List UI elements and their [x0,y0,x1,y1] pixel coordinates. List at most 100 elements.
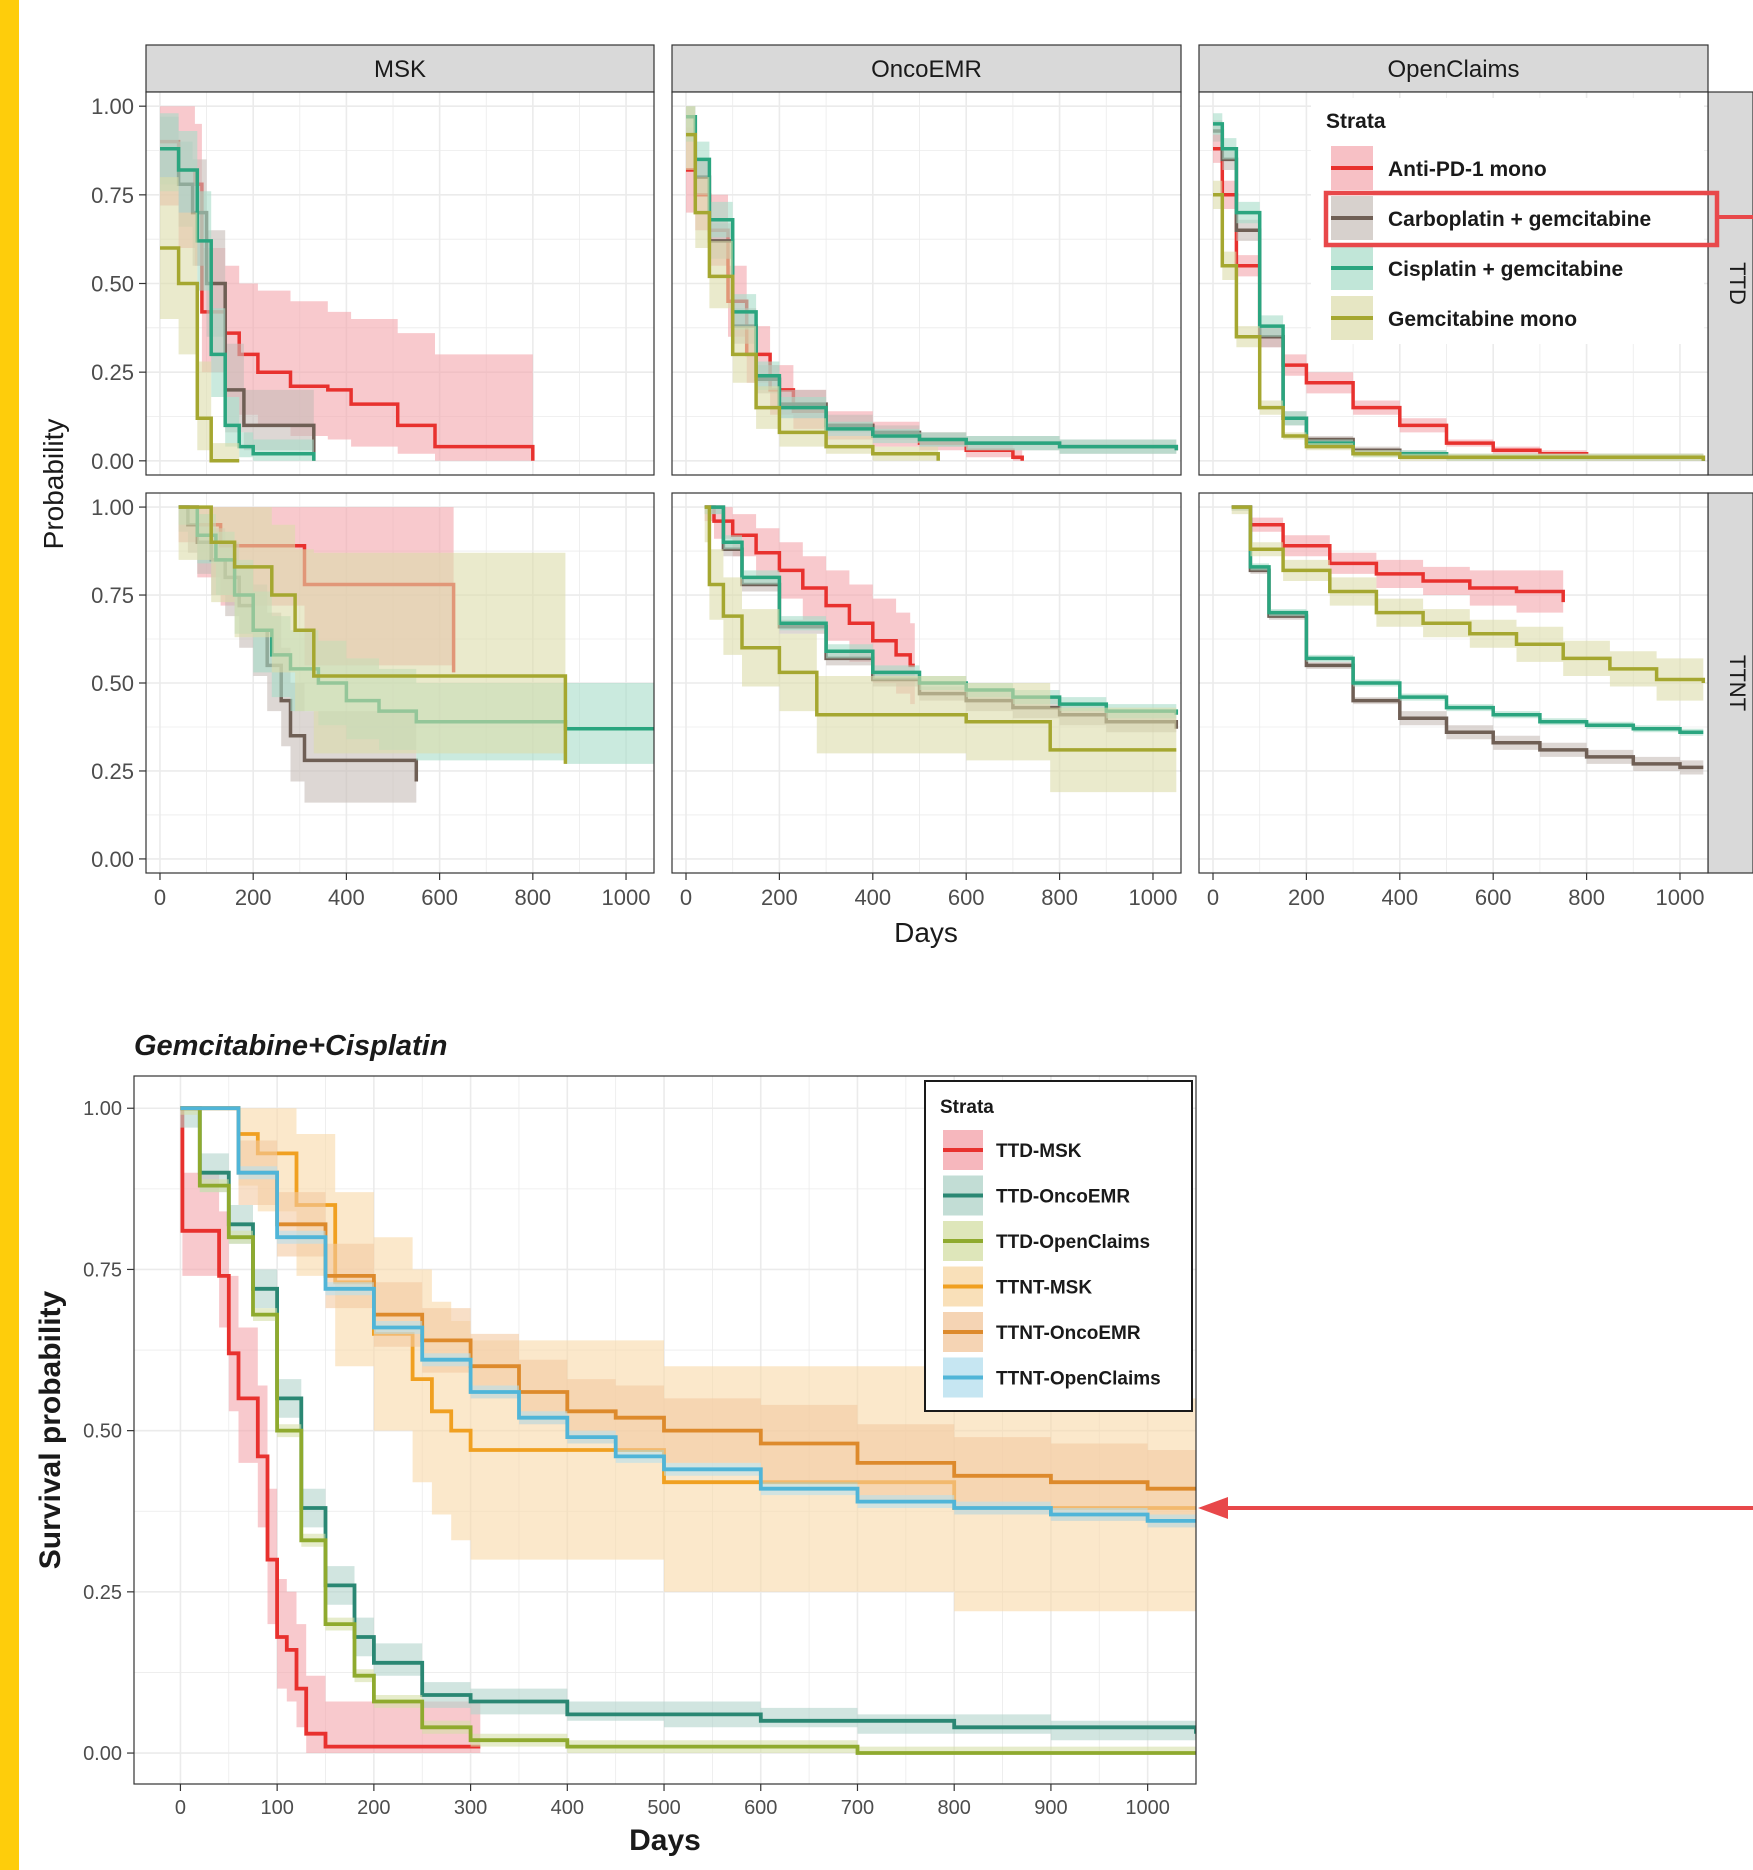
x-tick-label: 100 [260,1797,293,1819]
strip-label-msk: MSK [374,56,426,83]
series-gemcitabine-mono-line [160,246,240,463]
strip-label-oncoemr: OncoEMR [871,56,982,83]
plot-data [180,1106,1196,1755]
y-tick-label: 0.50 [83,1421,122,1443]
legend: Strata Anti-PD-1 mono Carboplatin + gemcit… [1311,98,1704,344]
y-tick-label: 0.25 [91,759,134,784]
panel-border [1198,91,1709,476]
legend-label-anti-pd-1-mono: Anti-PD-1 mono [1388,158,1547,181]
series-ttd-msk-ci-band [180,1108,481,1753]
row-strip-ttd [1707,91,1753,476]
x-tick-label: 800 [1568,885,1605,910]
plot-border [133,1075,1197,1785]
x-tick-label: 0 [680,885,692,910]
panel-ttnt-openclaims [1198,492,1709,874]
x-tick-label: 0 [1207,885,1219,910]
legend-label-ttnt-openclaims: TTNT-OpenClaims [996,1369,1161,1390]
series-anti-pd-1-mono-line [704,505,915,668]
series-gemcitabine-mono-line [686,132,940,461]
series-anti-pd-1-mono-line [1231,505,1565,603]
faceted-figure: MSK OncoEMR OpenClaims TTD TTNT 0.00 0.25 0.50 0… [38,44,1753,948]
x-tick-label: 1000 [1129,885,1178,910]
legend: Strata TTD-MSK TTD-OncoEMR TTD-OpenClaims TT… [924,1080,1193,1412]
y-axis-title: Probability [38,419,69,550]
legend-label-ttnt-oncoemr: TTNT-OncoEMR [996,1323,1141,1344]
x-tick-label: 600 [744,1797,777,1819]
strip-msk [145,44,655,93]
x-tick-label: 0 [154,885,166,910]
panel-data [686,106,1179,461]
panel-data [178,505,654,803]
x-tick-label: 600 [948,885,985,910]
legend-title: Strata [940,1097,994,1118]
x-axis-title: Days [894,917,958,948]
x-tick-label: 700 [841,1797,874,1819]
series-cisplatin-gemcitabine-line [1231,505,1704,735]
series-gemcitabine-mono-ci-band [1231,507,1704,705]
strip-label-openclaims: OpenClaims [1387,56,1519,83]
x-tick-label: 1000 [1125,1797,1170,1819]
y-tick-label: 0.75 [83,1259,122,1281]
x-tick-label: 1000 [1656,885,1705,910]
y-tick-label: 0.75 [91,583,134,608]
y-tick-label: 1.00 [83,1098,122,1120]
panel-ttd-oncoemr [671,91,1182,476]
series-cisplatin-gemcitabine-line [160,146,316,461]
y-tick-label: 0.25 [83,1582,122,1604]
legend-label-gemcitabine-mono: Gemcitabine mono [1388,308,1577,331]
series-anti-pd-1-mono-ci-band [1213,134,1704,461]
panel-border [671,492,1182,874]
strip-openclaims [1198,44,1709,93]
panel-border [671,91,1182,476]
x-tick-label: 900 [1034,1797,1067,1819]
x-tick-label: 500 [647,1797,680,1819]
series-gemcitabine-mono-ci-band [686,106,939,461]
x-tick-label: 200 [235,885,272,910]
x-tick-label: 400 [1381,885,1418,910]
series-gemcitabine-mono-line [704,505,1177,752]
x-tick-label: 800 [938,1797,971,1819]
y-tick-label: 0.50 [91,671,134,696]
legend-background [1311,98,1704,344]
y-tick-label: 0.00 [83,1743,122,1765]
series-gemcitabine-mono-line [1231,505,1706,683]
x-tick-label: 0 [175,1797,186,1819]
x-tick-label: 1000 [602,885,651,910]
x-tick-label: 800 [1041,885,1078,910]
series-ttnt-oncoemr-ci-band [180,1108,1196,1528]
legend-label-ttnt-msk: TTNT-MSK [996,1278,1092,1299]
x-tick-label: 600 [421,885,458,910]
series-cisplatin-gemcitabine-line [704,505,1179,715]
x-axis-title: Days [629,1824,701,1857]
y-tick-label: 0.00 [91,847,134,872]
series-ttd-openclaims-line [180,1106,1196,1755]
series-gemcitabine-mono-ci-band [704,507,1177,793]
y-axis-title: Survival probability [34,1290,67,1569]
legend-label-cisplatin-gemcitabine: Cisplatin + gemcitabine [1388,258,1623,281]
series-anti-pd-1-mono-ci-band [1231,507,1564,620]
x-tick-label: 400 [551,1797,584,1819]
accent-bar [0,0,19,1870]
x-tick-label: 200 [357,1797,390,1819]
chart-title: Gemcitabine+Cisplatin [134,1030,447,1062]
panel-ttnt-oncoemr [671,492,1182,874]
panel-border [1198,492,1709,874]
series-gemcitabine-mono-line [178,505,568,764]
annotation-arrow-head [1198,1497,1228,1519]
x-tick-label: 200 [761,885,798,910]
legend-label-ttd-oncoemr: TTD-OncoEMR [996,1187,1130,1208]
y-tick-label: 0.00 [91,449,134,474]
legend-title: Strata [1326,110,1386,133]
y-tick-label: 1.00 [91,495,134,520]
panel-data [160,106,535,463]
legend-label-ttd-msk: TTD-MSK [996,1141,1082,1162]
x-tick-label: 400 [328,885,365,910]
legend-label-ttd-openclaims: TTD-OpenClaims [996,1232,1150,1253]
panel-data [704,505,1179,793]
row-strip-label-ttnt: TTNT [1725,655,1750,711]
x-tick-label: 300 [454,1797,487,1819]
y-tick-label: 1.00 [91,94,134,119]
row-strip-label-ttd: TTD [1725,262,1750,305]
y-tick-label: 0.75 [91,183,134,208]
